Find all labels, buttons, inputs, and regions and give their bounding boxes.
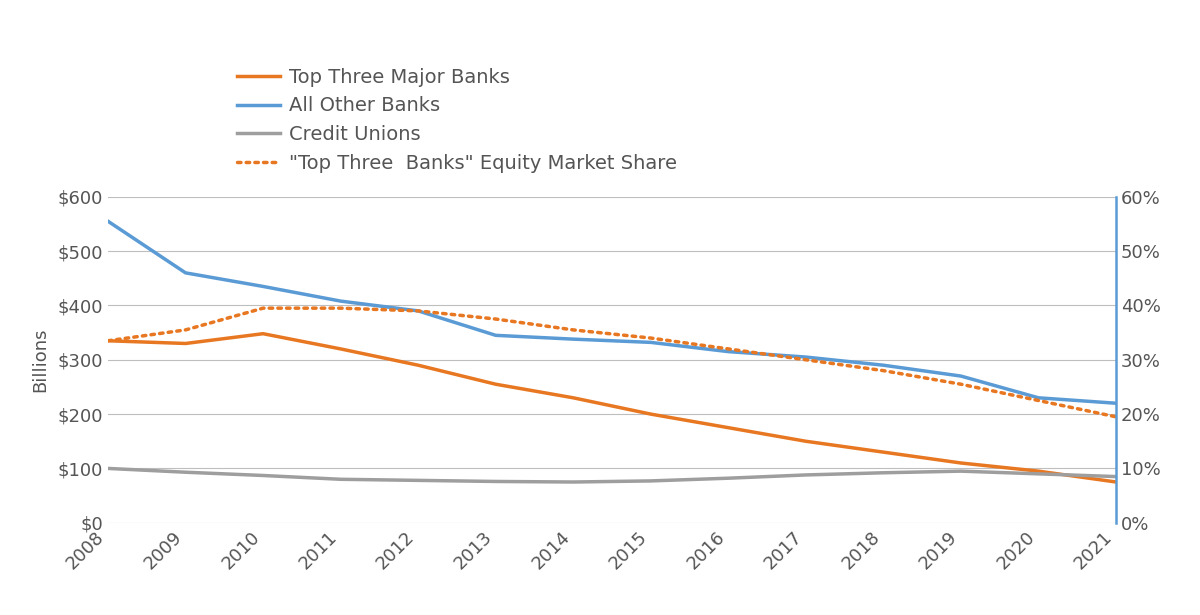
"Top Three  Banks" Equity Market Share	[1109, 413, 1123, 421]
"Top Three  Banks" Equity Market Share	[334, 304, 348, 312]
Credit Unions	[488, 478, 503, 485]
All Other Banks	[488, 331, 503, 339]
Top Three Major Banks	[410, 362, 425, 369]
Legend: Top Three Major Banks, All Other Banks, Credit Unions, "Top Three  Banks" Equity: Top Three Major Banks, All Other Banks, …	[229, 60, 685, 181]
Credit Unions	[256, 472, 270, 479]
Credit Unions	[799, 471, 814, 478]
All Other Banks	[643, 339, 658, 346]
"Top Three  Banks" Equity Market Share	[488, 315, 503, 323]
All Other Banks	[256, 283, 270, 290]
Top Three Major Banks	[1109, 478, 1123, 486]
"Top Three  Banks" Equity Market Share	[1031, 397, 1045, 404]
Credit Unions	[643, 477, 658, 485]
Top Three Major Banks	[488, 381, 503, 388]
Line: "Top Three  Banks" Equity Market Share: "Top Three Banks" Equity Market Share	[108, 308, 1116, 417]
"Top Three  Banks" Equity Market Share	[721, 345, 736, 352]
Top Three Major Banks	[799, 438, 814, 445]
"Top Three  Banks" Equity Market Share	[410, 307, 425, 314]
"Top Three  Banks" Equity Market Share	[179, 326, 193, 333]
Line: Credit Unions: Credit Unions	[108, 469, 1116, 482]
"Top Three  Banks" Equity Market Share	[954, 381, 968, 388]
Top Three Major Banks	[101, 337, 115, 344]
All Other Banks	[410, 307, 425, 314]
"Top Three  Banks" Equity Market Share	[876, 367, 890, 375]
"Top Three  Banks" Equity Market Share	[566, 326, 581, 333]
Y-axis label: Billions: Billions	[31, 328, 49, 392]
All Other Banks	[954, 372, 968, 379]
Credit Unions	[334, 475, 348, 483]
Top Three Major Banks	[256, 330, 270, 338]
Credit Unions	[954, 467, 968, 475]
Top Three Major Banks	[179, 339, 193, 347]
All Other Banks	[1109, 400, 1123, 407]
Credit Unions	[179, 469, 193, 476]
Credit Unions	[876, 469, 890, 477]
All Other Banks	[799, 354, 814, 361]
"Top Three  Banks" Equity Market Share	[643, 335, 658, 342]
Top Three Major Banks	[643, 410, 658, 418]
All Other Banks	[1031, 394, 1045, 402]
Top Three Major Banks	[334, 345, 348, 352]
All Other Banks	[566, 335, 581, 343]
All Other Banks	[721, 348, 736, 355]
"Top Three  Banks" Equity Market Share	[256, 304, 270, 312]
Top Three Major Banks	[721, 424, 736, 431]
"Top Three  Banks" Equity Market Share	[101, 337, 115, 344]
Credit Unions	[1031, 470, 1045, 477]
All Other Banks	[179, 269, 193, 277]
Credit Unions	[566, 478, 581, 486]
All Other Banks	[876, 362, 890, 369]
Credit Unions	[101, 465, 115, 472]
Line: Top Three Major Banks: Top Three Major Banks	[108, 334, 1116, 482]
Top Three Major Banks	[1031, 467, 1045, 475]
Line: All Other Banks: All Other Banks	[108, 221, 1116, 403]
Credit Unions	[410, 477, 425, 484]
Top Three Major Banks	[566, 394, 581, 402]
Top Three Major Banks	[876, 448, 890, 456]
Credit Unions	[721, 475, 736, 482]
Credit Unions	[1109, 473, 1123, 480]
All Other Banks	[101, 218, 115, 225]
Top Three Major Banks	[954, 459, 968, 467]
"Top Three  Banks" Equity Market Share	[799, 356, 814, 363]
All Other Banks	[334, 298, 348, 305]
